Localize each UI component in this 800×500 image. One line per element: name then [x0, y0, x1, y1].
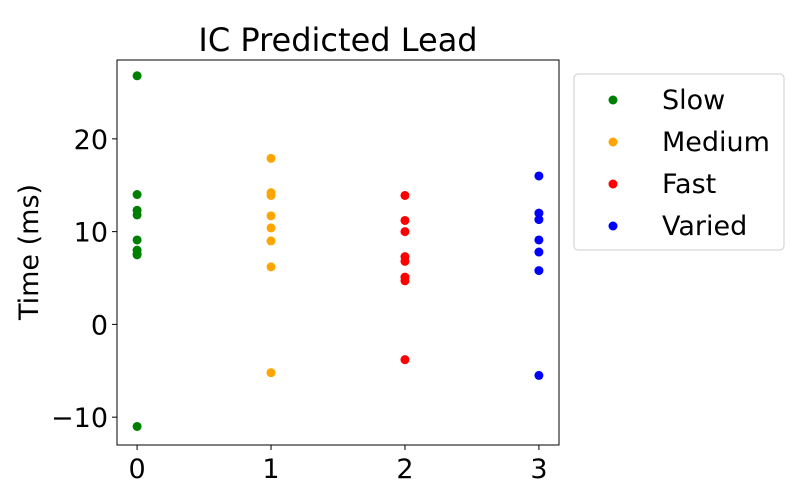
- x-tick-label: 0: [128, 454, 145, 485]
- data-point: [266, 153, 276, 163]
- data-point: [266, 368, 276, 378]
- data-points: [132, 71, 544, 431]
- y-tick-label: 20: [74, 125, 108, 156]
- plot-area: [116, 59, 560, 446]
- x-tick-label: 3: [530, 454, 547, 485]
- legend-label-varied: Varied: [662, 211, 747, 242]
- data-point: [400, 276, 410, 286]
- series-varied: [534, 171, 544, 380]
- series-medium: [266, 153, 276, 378]
- legend-label-slow: Slow: [662, 85, 725, 116]
- data-point: [132, 210, 142, 220]
- series-fast: [400, 190, 410, 365]
- y-tick-label: 0: [91, 310, 108, 341]
- chart-title: IC Predicted Lead: [198, 21, 477, 59]
- legend: Slow Medium Fast Varied: [573, 73, 785, 251]
- x-tick-label: 2: [396, 454, 413, 485]
- data-point: [132, 190, 142, 200]
- data-point: [534, 266, 544, 276]
- data-point: [266, 211, 276, 221]
- y-tick-label: 10: [74, 218, 108, 249]
- legend-box: [573, 73, 785, 251]
- x-tick-label: 1: [262, 454, 279, 485]
- data-point: [400, 256, 410, 266]
- legend-marker-medium: [608, 137, 618, 147]
- data-point: [266, 190, 276, 200]
- legend-marker-slow: [608, 95, 618, 105]
- data-point: [266, 236, 276, 246]
- legend-label-fast: Fast: [662, 169, 716, 200]
- axis-ticks: 0 1 2 3 −10 0 10 20: [51, 125, 547, 485]
- data-point: [534, 370, 544, 380]
- legend-marker-fast: [608, 179, 618, 189]
- data-point: [132, 421, 142, 431]
- data-point: [266, 262, 276, 272]
- data-point: [534, 171, 544, 181]
- data-point: [534, 215, 544, 225]
- series-slow: [132, 71, 142, 431]
- legend-label-medium: Medium: [662, 127, 770, 158]
- data-point: [534, 208, 544, 218]
- y-tick-label: −10: [51, 403, 108, 434]
- data-point: [266, 223, 276, 233]
- data-point: [400, 190, 410, 200]
- data-point: [400, 215, 410, 225]
- legend-marker-varied: [608, 221, 618, 231]
- data-point: [400, 355, 410, 365]
- data-point: [132, 71, 142, 81]
- data-point: [400, 227, 410, 237]
- data-point: [132, 235, 142, 245]
- data-point: [534, 235, 544, 245]
- data-point: [534, 247, 544, 257]
- data-point: [132, 250, 142, 260]
- y-axis-label: Time (ms): [14, 184, 45, 321]
